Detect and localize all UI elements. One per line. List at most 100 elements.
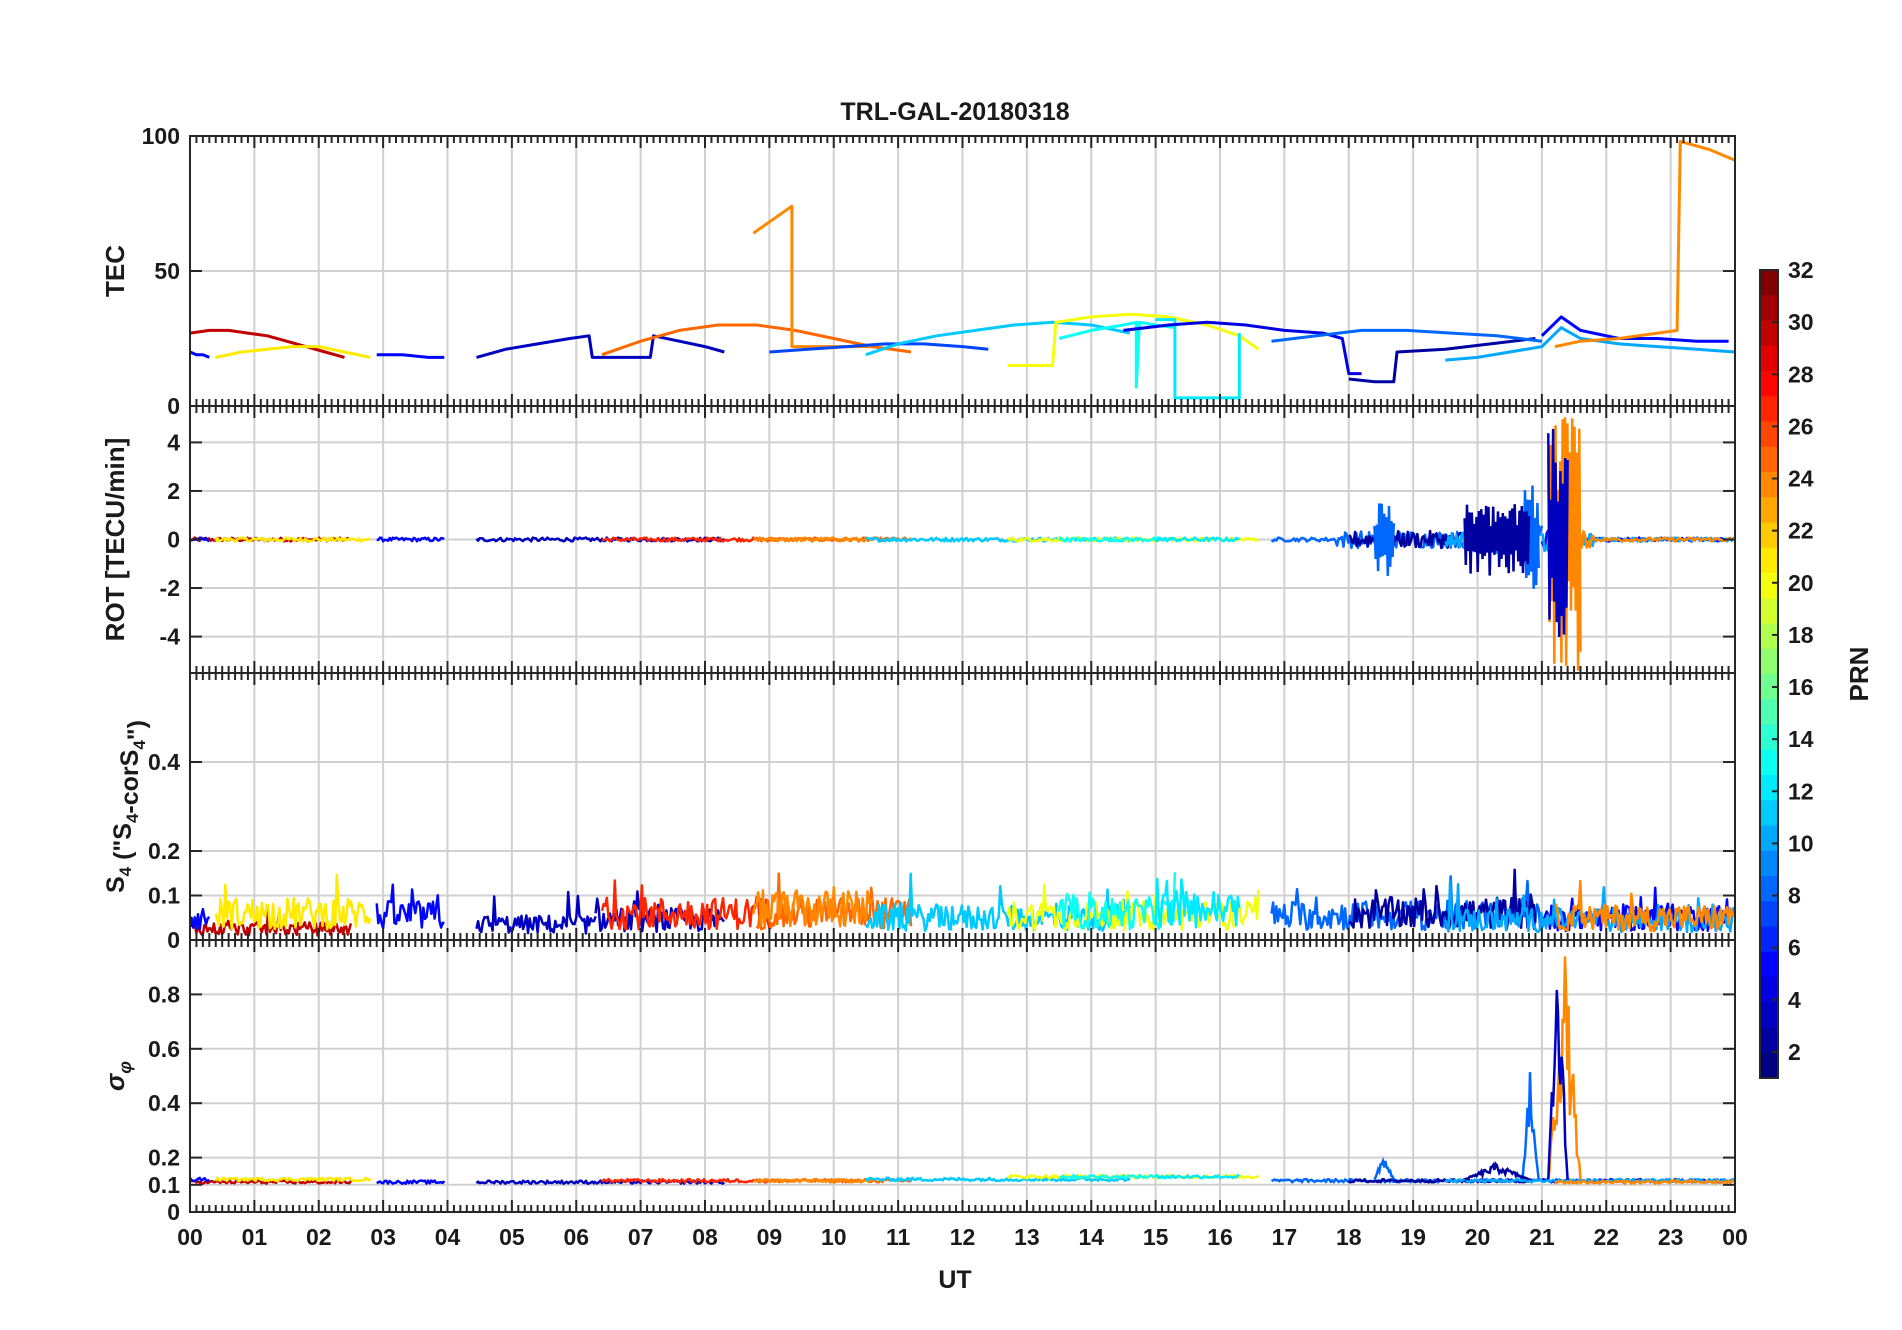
x-tick-label: 01 (242, 1224, 268, 1250)
x-tick-label: 20 (1465, 1224, 1491, 1250)
colorbar-tick-label: 32 (1788, 257, 1814, 283)
y-axis-label-s4: S4 ("S4-corS4") (102, 720, 151, 893)
series-line-prn-20 (1007, 312, 1260, 367)
y-tick-label: 0 (167, 527, 180, 553)
panels: 05 01 0 0 TEC -4 -2 02 4 ROT [TECU/min] 0 0.1 0.2 0.4… (100, 123, 1748, 1250)
colorbar-label: PRN (1844, 647, 1874, 702)
series-line-prn-27 (600, 879, 771, 931)
colorbar-swatch (1760, 648, 1778, 675)
series-line-prn-24 (1553, 529, 1735, 549)
series-group (190, 417, 1735, 671)
y-tick-label: 0.1 (148, 883, 180, 909)
x-tick-label: 17 (1272, 1224, 1298, 1250)
series-line-prn-3 (475, 536, 597, 543)
colorbar-swatch (1760, 724, 1778, 751)
colorbar-swatch (1760, 926, 1778, 953)
colorbar-swatch (1760, 573, 1778, 599)
colorbar-swatch (1760, 800, 1778, 827)
x-tick-label: 03 (370, 1224, 396, 1250)
x-tick-label: 11 (886, 1224, 911, 1250)
x-tick-label: 02 (306, 1224, 332, 1250)
y-tick-label: 2 (167, 478, 180, 504)
y-tick-label: -4 (160, 624, 181, 650)
series-line-prn-27 (600, 1177, 771, 1184)
y-tick-label: 4 (167, 429, 180, 455)
event-line-prn-8 (1521, 485, 1540, 589)
series-line-prn-10 (1445, 326, 1735, 362)
y-tick-label: 0.8 (148, 981, 180, 1007)
y-tick-label: 0.4 (148, 1090, 180, 1116)
colorbar-tick-label: 28 (1788, 361, 1814, 387)
series-line-prn-24 (1554, 879, 1735, 933)
event-line-prn-8 (1373, 503, 1396, 576)
y-tick-label: 0 (167, 393, 180, 419)
colorbar-swatch (1760, 598, 1778, 625)
y-axis-label-tec: TEC (100, 245, 130, 297)
series-line-prn-24 (1554, 139, 1735, 349)
series-line-prn-12 (1155, 318, 1241, 400)
series-line-prn-5 (376, 353, 445, 359)
y-tick-label: 50 (154, 258, 180, 284)
colorbar-tick-label: 18 (1788, 622, 1814, 648)
colorbar-swatch (1760, 977, 1778, 1003)
series-line-prn-24 (752, 536, 874, 543)
series-line-prn-5 (375, 883, 445, 930)
x-tick-label: 18 (1336, 1224, 1362, 1250)
x-tick-label: 09 (757, 1224, 783, 1250)
colorbar-swatch (1760, 1052, 1778, 1079)
grid (189, 406, 1736, 673)
panel-rot: -4 -2 0 2 4 ROT [TECU/min] (100, 405, 1736, 674)
colorbar-swatch (1760, 749, 1778, 776)
series-line-prn-24 (752, 885, 874, 928)
event-line-prn-2 (1464, 1161, 1530, 1181)
series-line-prn-11 (865, 320, 1131, 357)
x-tick-label: 04 (435, 1224, 461, 1250)
series-line-prn-4 (1123, 320, 1362, 376)
colorbar-swatch (1760, 345, 1778, 372)
colorbar-swatch (1760, 1027, 1778, 1054)
colorbar-swatch (1760, 497, 1778, 524)
y-axis-label-rot: ROT [TECU/min] (100, 438, 130, 642)
x-tick-label: 15 (1143, 1224, 1169, 1250)
colorbar-tick-label: 10 (1788, 830, 1814, 856)
series-group (190, 956, 1735, 1185)
x-tick-label: 05 (499, 1224, 525, 1250)
x-minor-ticks (189, 136, 1736, 406)
colorbar-tick-label: 2 (1788, 1039, 1801, 1065)
y-tick-label: 0.2 (148, 838, 180, 864)
series-group (190, 868, 1735, 937)
x-tick-label: 23 (1658, 1224, 1684, 1250)
series-line-prn-5 (376, 1179, 446, 1185)
x-tick-label: 14 (1078, 1224, 1104, 1250)
series-line-prn-24 (1554, 1179, 1735, 1185)
series-line-prn-3 (475, 890, 597, 935)
colorbar-frame (1759, 269, 1779, 1079)
colorbar-tick-label: 6 (1788, 935, 1801, 961)
y-tick-label: 0 (167, 927, 180, 953)
series-line-prn-25 (601, 323, 912, 357)
x-tick-label: 08 (692, 1224, 718, 1250)
series-group (190, 139, 1735, 400)
colorbar-swatch (1760, 775, 1778, 801)
series-line-prn-5 (190, 350, 210, 359)
series-line-prn-2 (1348, 337, 1536, 384)
chart-title: TRL-GAL-20180318 (840, 98, 1069, 126)
y-tick-label: -2 (160, 575, 180, 601)
x-tick-label: 16 (1207, 1224, 1233, 1250)
colorbar-swatch (1760, 295, 1778, 322)
colorbar-swatch (1760, 623, 1778, 650)
colorbar-tick-label: 12 (1788, 778, 1814, 804)
panel-sigma_phi: 00.10.2 0.4 0.6 0.8 σφ 00 01 02 03 04 05 06 07 08 09 10… (100, 939, 1748, 1250)
colorbar-swatch (1760, 421, 1778, 448)
colorbar-swatch (1760, 825, 1778, 852)
colorbar-swatch (1760, 320, 1778, 347)
colorbar-tick-label: 30 (1788, 309, 1814, 335)
series-line-prn-30 (190, 328, 345, 359)
x-minor-ticks (189, 940, 1736, 1212)
colorbar-swatch (1760, 446, 1778, 473)
colorbar-swatch (1760, 396, 1778, 423)
series-line-prn-5 (190, 907, 211, 931)
colorbar-tick-label: 4 (1788, 987, 1801, 1013)
